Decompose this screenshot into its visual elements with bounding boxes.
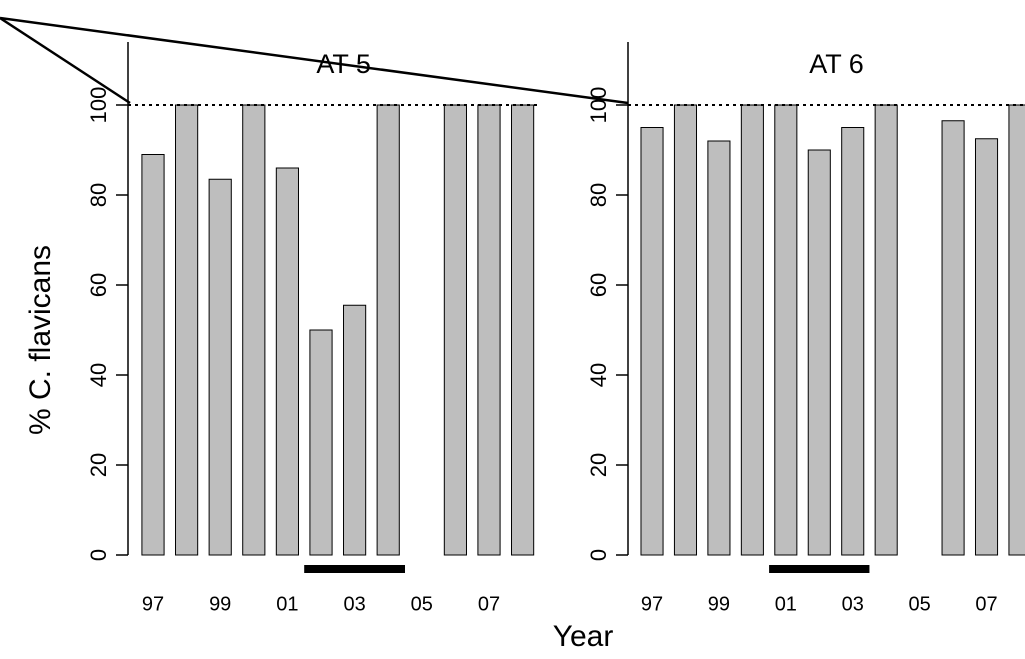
y-tick-label: 60: [86, 273, 111, 297]
bar: [841, 127, 865, 556]
y-tick-label: 20: [86, 453, 111, 477]
y-tick-label: 20: [586, 453, 611, 477]
y-tick-label: 0: [86, 549, 111, 561]
x-tick-label: 03: [343, 593, 365, 615]
treatment-period: [304, 565, 405, 573]
bar: [511, 104, 535, 556]
bar: [874, 104, 898, 556]
x-tick-label: 07: [975, 593, 997, 615]
stray-line: [0, 16, 629, 105]
bar: [141, 154, 165, 556]
x-tick-label: 01: [775, 593, 797, 615]
stray-line: [0, 16, 131, 105]
x-tick-label: 97: [142, 593, 164, 615]
x-tick-label: 05: [909, 593, 931, 615]
y-tick-label: 100: [586, 87, 611, 124]
bar: [707, 140, 731, 556]
y-tick-label: 60: [586, 273, 611, 297]
y-tick-label: 80: [86, 183, 111, 207]
y-tick-label: 40: [86, 363, 111, 387]
x-tick-label: 03: [842, 593, 864, 615]
y-tick-label: 100: [86, 87, 111, 124]
bar: [477, 104, 501, 556]
bar: [343, 304, 367, 556]
bar: [640, 127, 664, 556]
x-tick-label: 01: [276, 593, 298, 615]
treatment-period: [769, 565, 870, 573]
bar: [376, 104, 400, 556]
bar: [807, 149, 831, 556]
bar: [740, 104, 764, 556]
bar: [443, 104, 467, 556]
x-tick-label: 97: [641, 593, 663, 615]
bar: [1008, 104, 1025, 556]
x-tick-label: 99: [209, 593, 231, 615]
x-axis-label: Year: [553, 620, 614, 653]
bar: [941, 120, 965, 556]
x-tick-label: 05: [411, 593, 433, 615]
bar: [774, 104, 798, 556]
x-tick-label: 07: [478, 593, 500, 615]
chart-title: AT 6: [809, 49, 864, 79]
y-tick-label: 40: [586, 363, 611, 387]
bar: [309, 329, 333, 556]
y-tick-label: 80: [586, 183, 611, 207]
bar: [175, 104, 199, 556]
bar: [673, 104, 698, 556]
bar: [208, 178, 232, 556]
y-tick-label: 0: [586, 549, 611, 561]
bar: [242, 104, 266, 556]
y-axis-label: % C. flavicans: [24, 245, 57, 435]
chart-title: AT 5: [316, 49, 371, 79]
x-tick-label: 99: [708, 593, 730, 615]
bar: [275, 167, 299, 556]
bar: [974, 138, 999, 556]
